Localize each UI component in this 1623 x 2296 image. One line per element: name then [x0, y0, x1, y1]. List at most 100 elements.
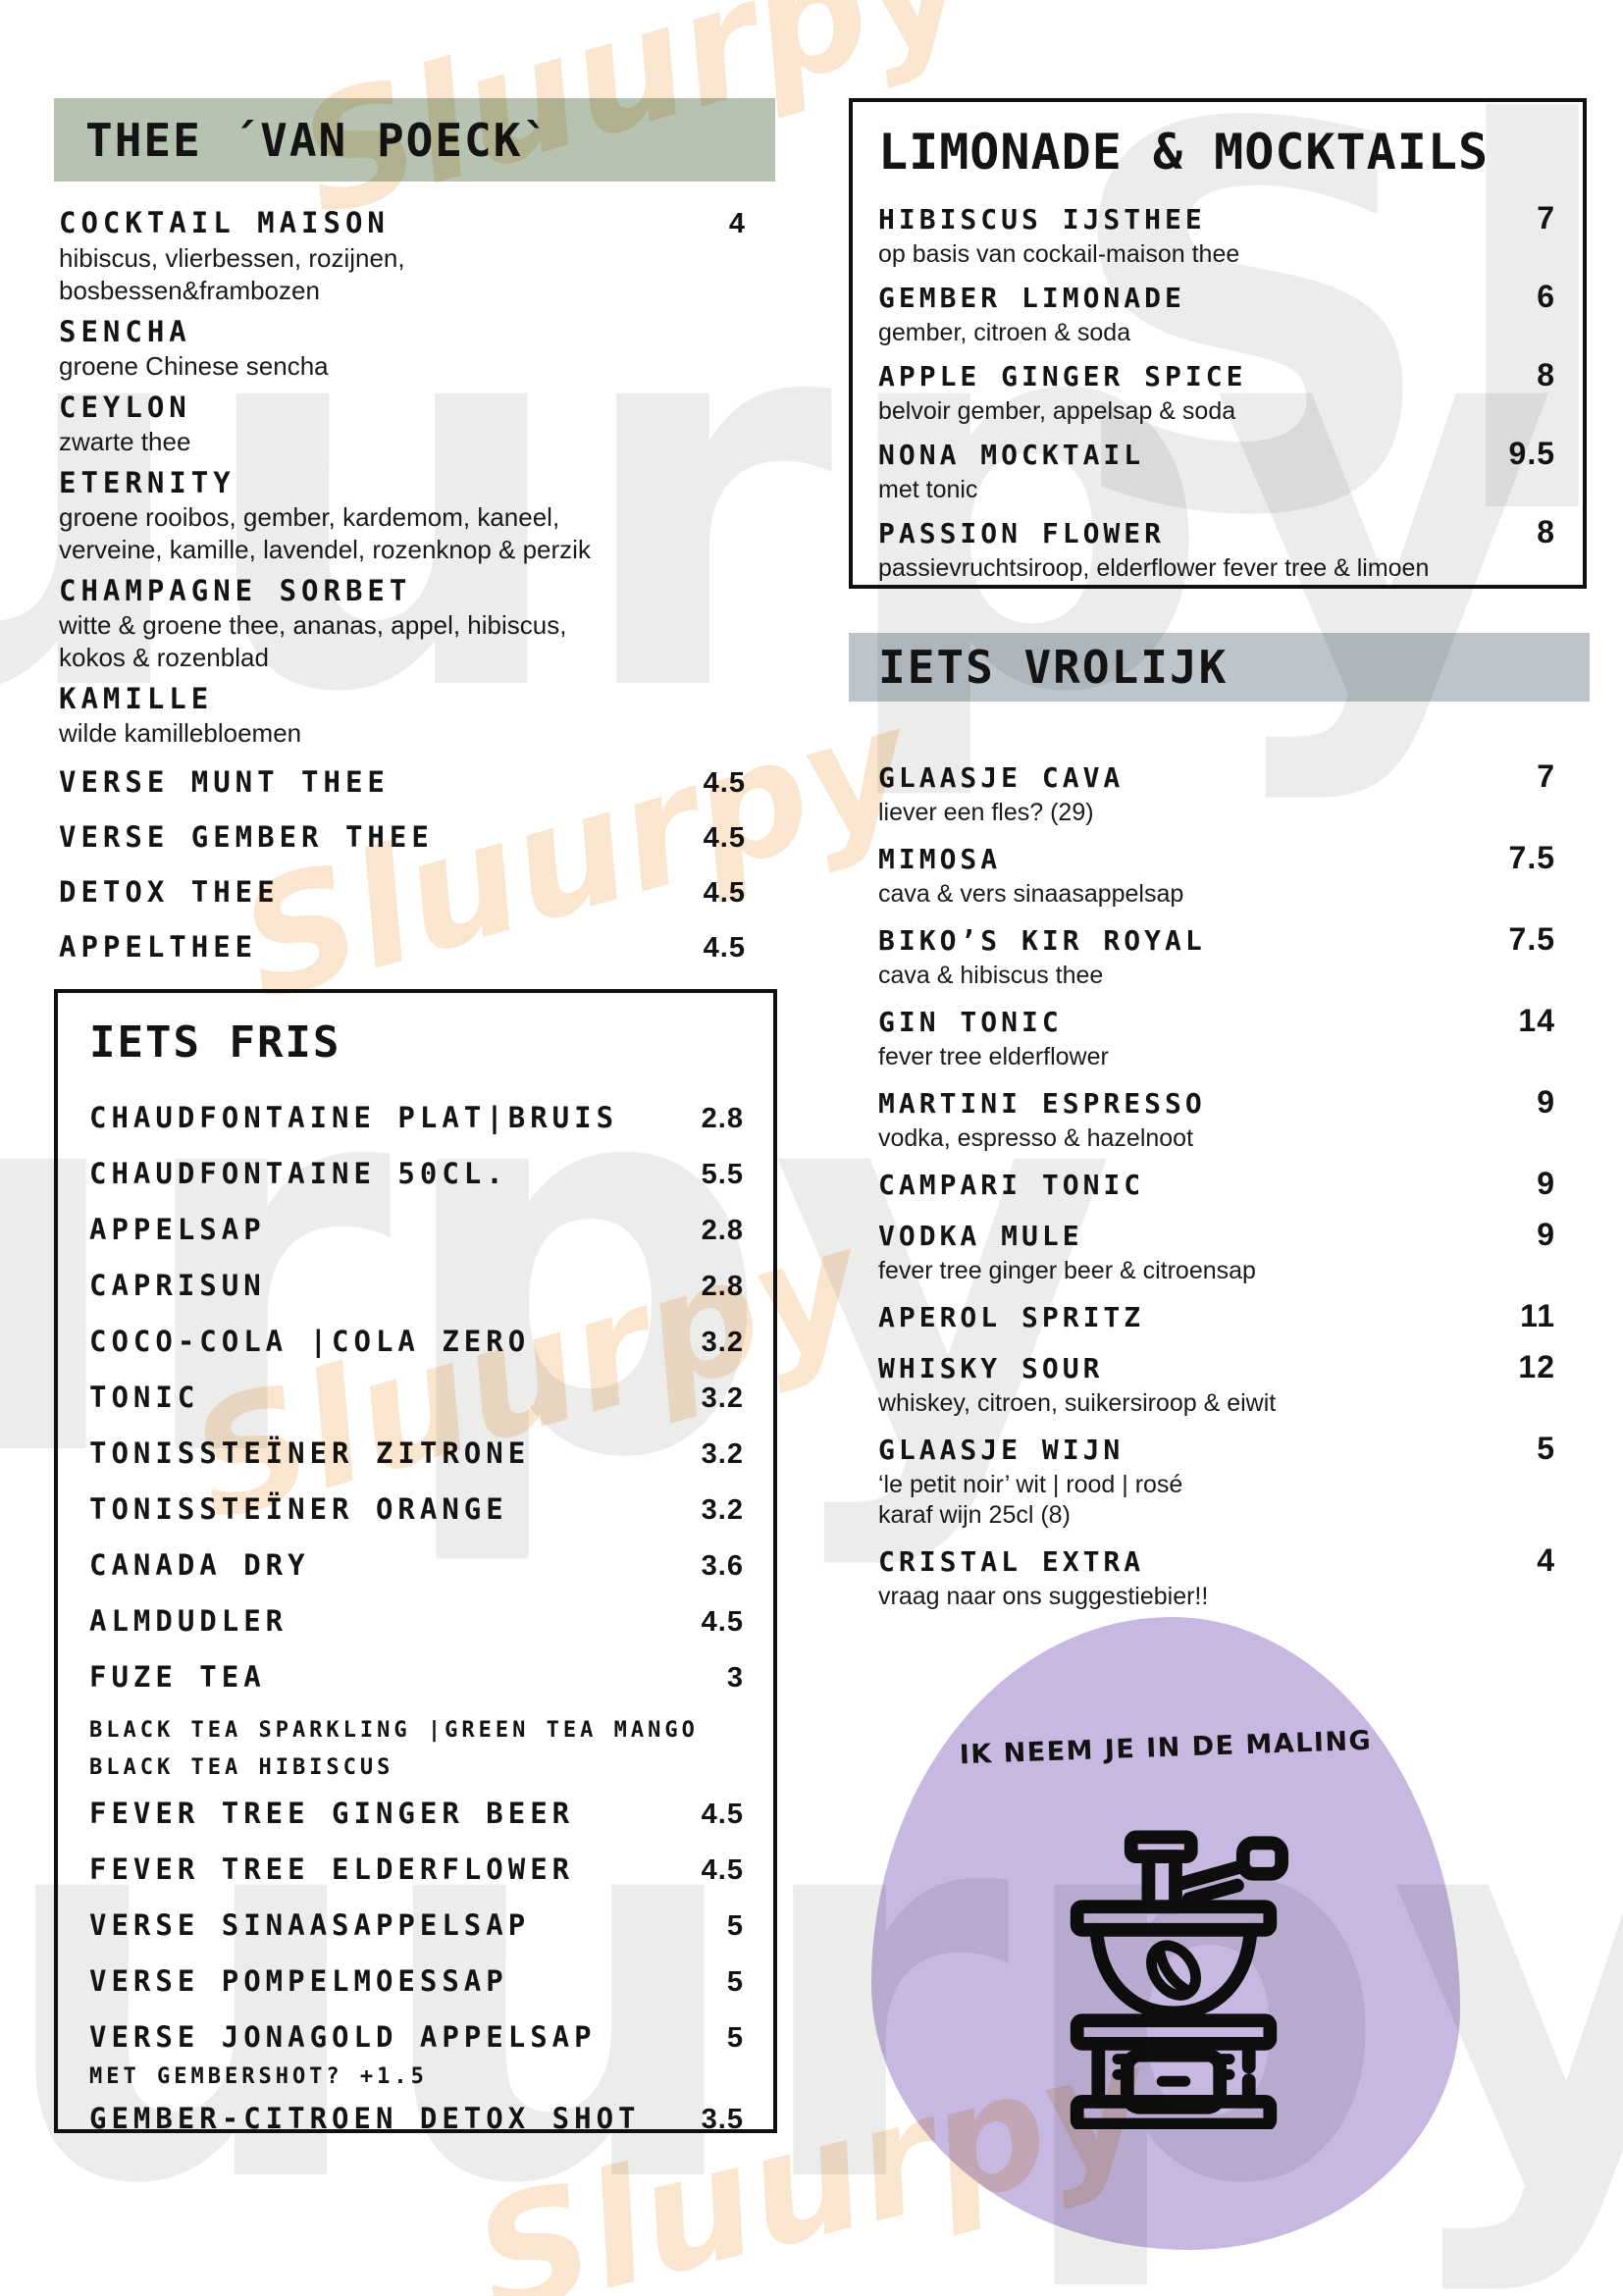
- item-name: VERSE SINAASAPPELSAP: [89, 1908, 531, 1942]
- item-name: APPELSAP: [89, 1213, 266, 1246]
- item-name: VERSE JONAGOLD APPELSAP: [89, 2020, 597, 2054]
- item-description: whiskey, citroen, suikersiroop & eiwit: [878, 1389, 1277, 1417]
- item-name: APPELTHEE: [59, 930, 258, 964]
- thee-section-header: THEE ´VAN POECK`: [54, 98, 775, 182]
- menu-item: VERSE GEMBER THEE 4.5: [59, 818, 746, 857]
- item-name: VERSE GEMBER THEE: [59, 820, 434, 854]
- menu-item: TONISSTEÏNER ORANGE 3.2: [89, 1492, 744, 1527]
- item-price: 3.2: [701, 1494, 744, 1526]
- item-name: CHAUDFONTAINE 50CL.: [89, 1157, 508, 1190]
- thee-featured-list: COCKTAIL MAISON 4 hibiscus, vlierbessen,…: [59, 184, 746, 750]
- item-price: 9: [1537, 1166, 1555, 1201]
- item-price: 2.8: [701, 1271, 744, 1302]
- item-price: 6: [1537, 279, 1555, 314]
- item-price: 5: [1537, 1431, 1555, 1466]
- item-price: 3.2: [701, 1438, 744, 1470]
- item-description: belvoir gember, appelsap & soda: [878, 397, 1236, 425]
- menu-item: KAMILLE wilde kamillebloemen: [59, 680, 746, 750]
- item-price: 3: [726, 1662, 744, 1694]
- menu-item: COCKTAIL MAISON 4 hibiscus, vlierbessen,…: [59, 204, 746, 307]
- menu-item: APPELTHEE 4.5: [59, 928, 746, 966]
- item-name: TONISSTEÏNER ORANGE: [89, 1492, 508, 1526]
- item-price: 4.5: [701, 1606, 744, 1638]
- item-description: fever tree elderflower: [878, 1043, 1109, 1070]
- item-name: ALMDUDLER: [89, 1604, 288, 1638]
- menu-item: CAPRISUN 2.8: [89, 1269, 744, 1303]
- item-note: BLACK TEA HIBISCUS: [89, 1755, 394, 1780]
- item-description: zwarte thee: [59, 427, 191, 456]
- menu-item: GLAASJE WIJN 5 ‘le petit noir’ wit | roo…: [878, 1429, 1555, 1531]
- item-price: 8: [1537, 514, 1555, 549]
- item-price: 7.5: [1508, 840, 1555, 875]
- item-price: 2.8: [701, 1215, 744, 1246]
- item-description: groene Chinese sencha: [59, 351, 329, 381]
- item-name: CAMPARI TONIC: [878, 1169, 1145, 1201]
- menu-item: VODKA MULE 9 fever tree ginger beer & ci…: [878, 1215, 1555, 1286]
- item-price: 4.5: [701, 1799, 744, 1830]
- menu-item: GEMBER LIMONADE 6 gember, citroen & soda: [878, 277, 1555, 348]
- item-price: 11: [1520, 1298, 1555, 1333]
- item-price: 5: [726, 1966, 744, 1998]
- menu-item: ALMDUDLER 4.5: [89, 1604, 744, 1639]
- item-name: CANADA DRY: [89, 1548, 310, 1582]
- menu-item: SENCHA groene Chinese sencha: [59, 313, 746, 383]
- item-name: COCKTAIL MAISON: [59, 206, 390, 239]
- item-name: GEMBER LIMONADE: [878, 282, 1185, 314]
- limonade-title: LIMONADE & MOCKTAILS: [878, 124, 1490, 181]
- item-name: BIKO’S KIR ROYAL: [878, 924, 1206, 957]
- menu-item: CHAMPAGNE SORBET witte & groene thee, an…: [59, 572, 746, 674]
- menu-item: WHISKY SOUR 12 whiskey, citroen, suikers…: [878, 1347, 1555, 1419]
- item-description: vraag naar ons suggestiebier!!: [878, 1583, 1209, 1610]
- item-name: FEVER TREE GINGER BEER: [89, 1797, 575, 1830]
- item-description: fever tree ginger beer & citroensap: [878, 1257, 1256, 1284]
- item-name: KAMILLE: [59, 682, 214, 715]
- menu-item: VERSE JONAGOLD APPELSAP 5: [89, 2020, 744, 2055]
- menu-item: PASSION FLOWER 8 passievruchtsiroop, eld…: [878, 512, 1555, 584]
- item-price: 4.5: [703, 877, 746, 909]
- menu-item: GIN TONIC 14 fever tree elderflower: [878, 1001, 1555, 1072]
- item-name: SENCHA: [59, 315, 191, 348]
- item-price: 5: [726, 1910, 744, 1942]
- menu-item: CHAUDFONTAINE 50CL. 5.5: [89, 1157, 744, 1191]
- iets-fris-section: IETS FRIS CHAUDFONTAINE PLAT|BRUIS 2.8 C…: [54, 989, 777, 2136]
- menu-item: HIBISCUS IJSTHEE 7 op basis van cockail-…: [878, 198, 1555, 270]
- item-name: CAPRISUN: [89, 1269, 266, 1302]
- menu-item: VERSE POMPELMOESSAP 5: [89, 1964, 744, 1999]
- iets-vrolijk-title: IETS VROLIJK: [878, 641, 1229, 694]
- item-name: MARTINI ESPRESSO: [878, 1087, 1206, 1120]
- item-name: CHAMPAGNE SORBET: [59, 574, 412, 607]
- coffee-grinder-icon: [1070, 1830, 1289, 2129]
- item-name: CEYLON: [59, 391, 191, 424]
- item-name: TONISSTEÏNER ZITRONE: [89, 1436, 531, 1470]
- menu-item: CRISTAL EXTRA 4 vraag naar ons suggestie…: [878, 1540, 1555, 1612]
- item-price: 9: [1537, 1217, 1555, 1252]
- item-name: WHISKY SOUR: [878, 1352, 1104, 1384]
- item-price: 4.5: [701, 1854, 744, 1886]
- item-name: APPLE GINGER SPICE: [878, 360, 1247, 392]
- menu-item: GEMBER-CITROEN DETOX SHOT 3.5: [89, 2102, 744, 2136]
- menu-item: FUZE TEA 3: [89, 1660, 744, 1695]
- item-description: kokos & rozenblad: [59, 643, 269, 672]
- item-name: DETOX THEE: [59, 875, 280, 909]
- menu-item: FEVER TREE ELDERFLOWER 4.5: [89, 1852, 744, 1887]
- item-name: CRISTAL EXTRA: [878, 1545, 1145, 1578]
- menu-item: COCO-COLA |COLA ZERO 3.2: [89, 1325, 744, 1359]
- menu-item: FEVER TREE GINGER BEER 4.5: [89, 1797, 744, 1831]
- item-price: 4.5: [703, 767, 746, 799]
- item-price: 3.5: [701, 2104, 744, 2135]
- item-price: 7.5: [1508, 921, 1555, 957]
- menu-item: DETOX THEE 4.5: [59, 873, 746, 912]
- item-description: groene rooibos, gember, kardemom, kaneel…: [59, 502, 560, 532]
- item-description: verveine, kamille, lavendel, rozenknop &…: [59, 535, 591, 564]
- item-price: 4.5: [703, 822, 746, 854]
- item-price: 8: [1537, 357, 1555, 392]
- item-name: COCO-COLA |COLA ZERO: [89, 1325, 531, 1358]
- item-price: 9: [1537, 1084, 1555, 1120]
- menu-item: APEROL SPRITZ 11: [878, 1296, 1555, 1337]
- menu-item: APPLE GINGER SPICE 8 belvoir gember, app…: [878, 355, 1555, 427]
- thee-simple-list: VERSE MUNT THEE 4.5 VERSE GEMBER THEE 4.…: [59, 754, 746, 983]
- decorative-blob: IK NEEM JE IN DE MALING: [871, 1617, 1460, 2250]
- item-description: bosbessen&frambozen: [59, 276, 320, 305]
- item-name: HIBISCUS IJSTHEE: [878, 203, 1206, 235]
